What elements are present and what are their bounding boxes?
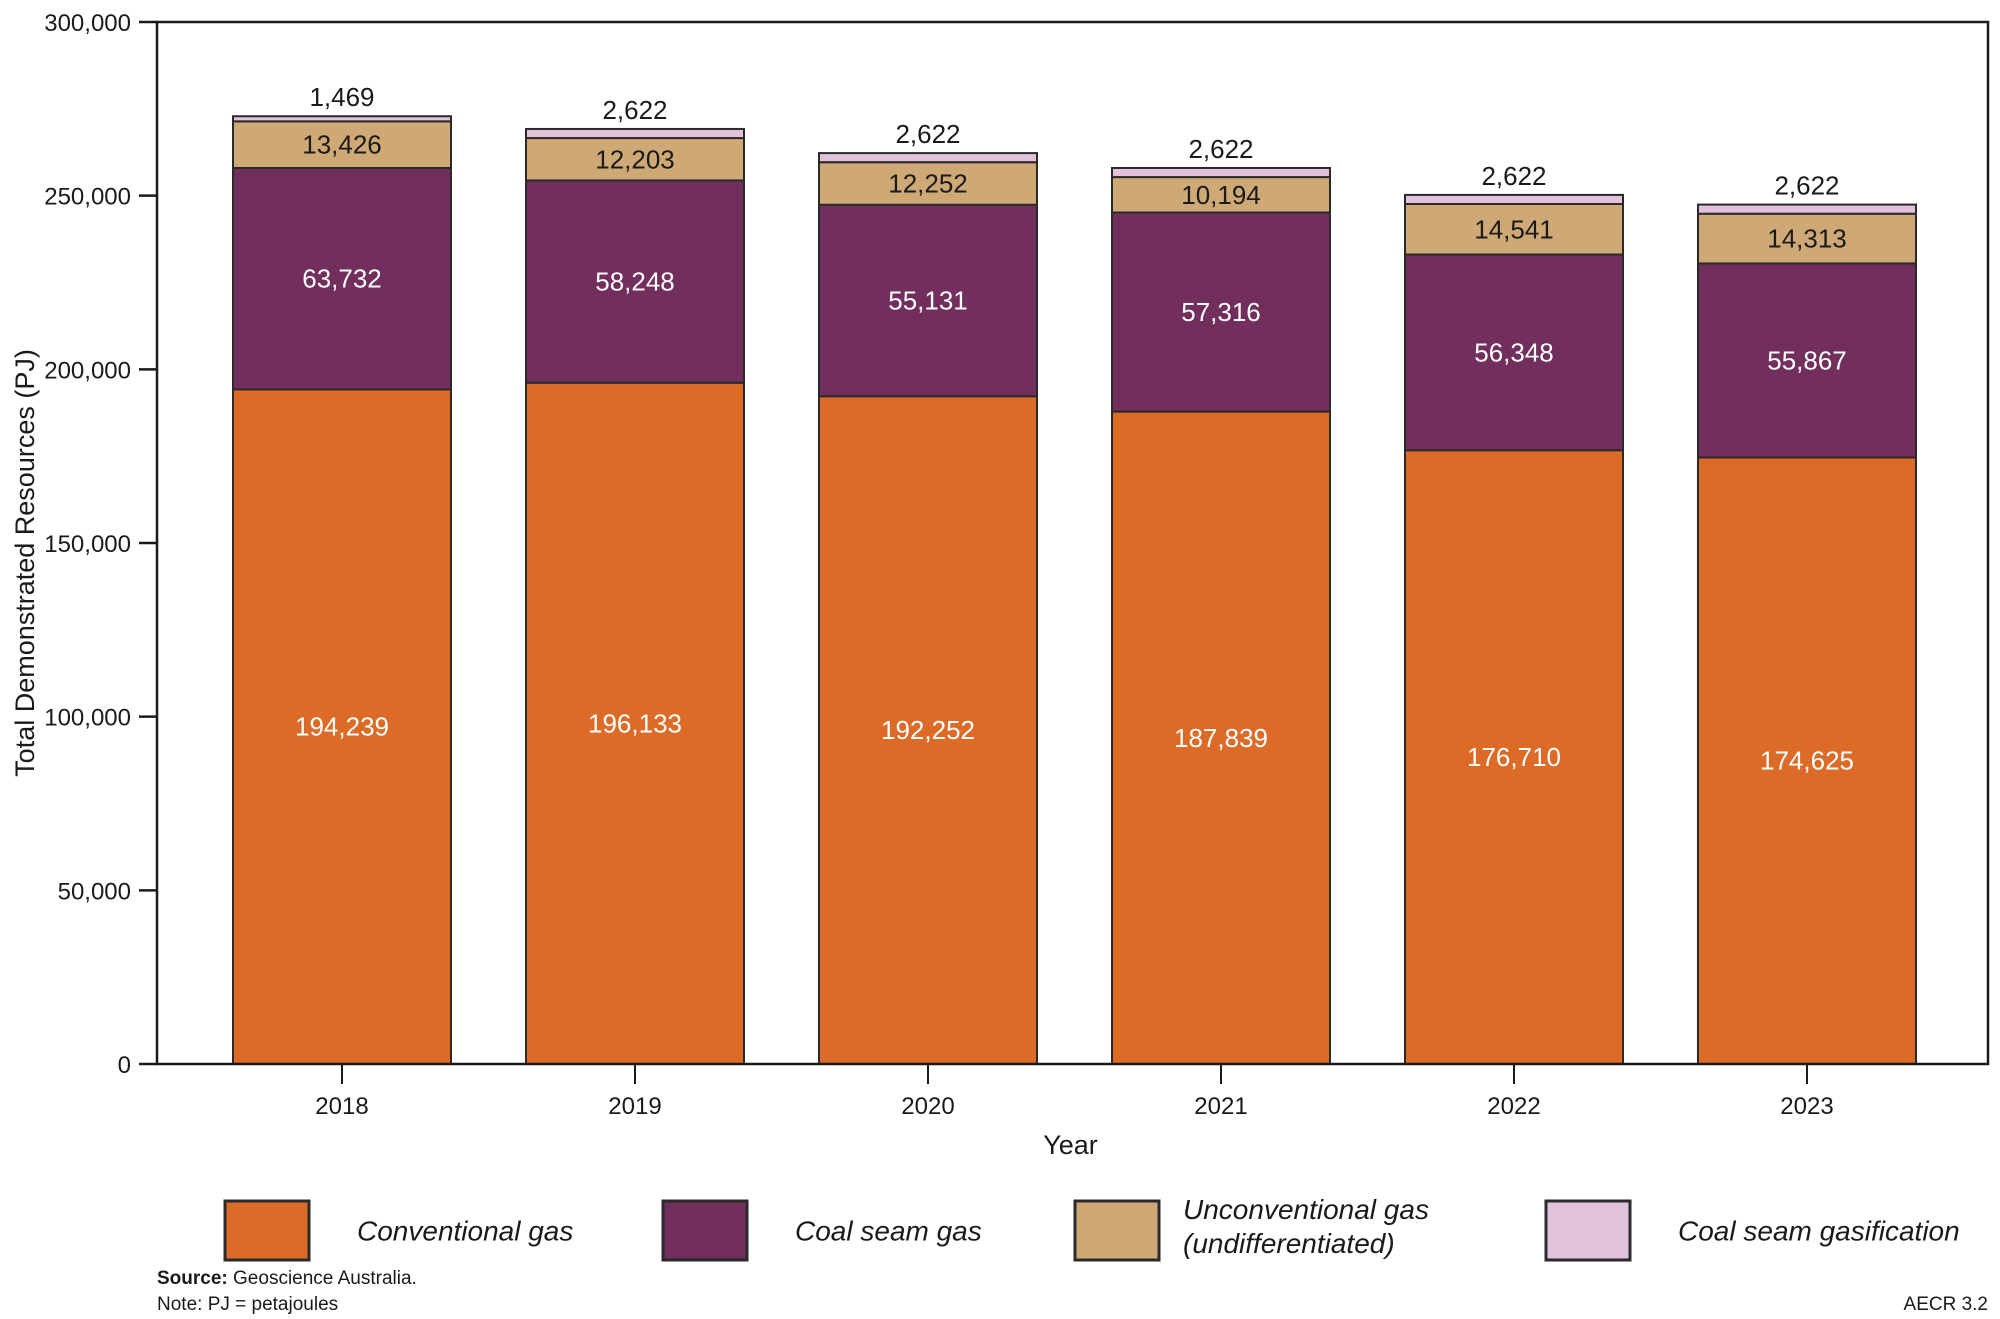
source-label: Source: xyxy=(157,1268,228,1289)
x-tick-label: 2019 xyxy=(608,1093,661,1120)
legend-label: Conventional gas xyxy=(357,1216,573,1247)
bar-segment xyxy=(525,381,745,1065)
data-label: 14,313 xyxy=(1767,224,1847,254)
x-axis-title: Year xyxy=(1043,1130,1098,1160)
bar-segment xyxy=(1404,449,1624,1065)
data-label: 58,248 xyxy=(595,267,675,297)
data-label: 2,622 xyxy=(895,119,960,149)
legend-label: Coal seam gas xyxy=(795,1216,982,1247)
source-note: Source: Geoscience Australia. xyxy=(157,1268,417,1290)
data-label: 12,203 xyxy=(595,144,675,174)
bar-stack-2022: 176,710 56,348 14,541 2,622 xyxy=(1404,161,1624,1065)
bar-segment xyxy=(1404,203,1624,256)
figure-id: AECR 3.2 xyxy=(1903,1294,1988,1315)
data-label: 174,625 xyxy=(1760,746,1854,776)
bar-stack-2018: 194,239 63,732 13,426 1,469 xyxy=(232,82,452,1065)
data-label: 2,622 xyxy=(602,95,667,125)
y-axis-title: Total Demonstrated Resources (PJ) xyxy=(10,349,40,777)
bar-segment xyxy=(1111,211,1331,413)
source-text: Geoscience Australia. xyxy=(227,1268,417,1289)
bar-segment xyxy=(818,203,1038,398)
units-note: Note: PJ = petajoules xyxy=(157,1294,339,1315)
legend-item: Coal seam gasification xyxy=(1544,1199,1960,1262)
bar-segment xyxy=(818,152,1038,164)
bar-stack-2021: 187,839 57,316 10,194 2,622 xyxy=(1111,134,1331,1066)
bar-segment xyxy=(232,115,452,123)
legend-item: Unconventional gas(undifferentiated) xyxy=(1073,1194,1429,1262)
y-tick-label: 0 xyxy=(118,1052,131,1079)
bar-segment xyxy=(1697,203,1917,215)
y-tick-label: 250,000 xyxy=(44,184,131,211)
data-label: 176,710 xyxy=(1467,742,1561,772)
y-tick-label: 150,000 xyxy=(44,531,131,558)
legend-label: (undifferentiated) xyxy=(1183,1228,1395,1259)
legend-item: Coal seam gas xyxy=(661,1199,982,1262)
x-tick-label: 2020 xyxy=(901,1093,954,1120)
bar-segment xyxy=(1697,456,1917,1065)
y-tick-label: 200,000 xyxy=(44,357,131,384)
bar-segment xyxy=(818,161,1038,206)
bar-stack-2019: 196,133 58,248 12,203 2,622 xyxy=(525,95,745,1065)
bar-segment xyxy=(1111,166,1331,179)
y-tick-label: 100,000 xyxy=(44,705,131,732)
x-tick-label: 2022 xyxy=(1487,1093,1540,1120)
data-label: 187,839 xyxy=(1174,723,1268,753)
bars-layer: 194,239 63,732 13,426 1,469 196,133 58,248 12,… xyxy=(232,82,1917,1066)
data-label: 2,622 xyxy=(1481,161,1546,191)
bar-stack-2023: 174,625 55,867 14,313 2,622 xyxy=(1697,171,1917,1065)
legend-swatch xyxy=(661,1199,749,1262)
bar-segment xyxy=(818,395,1038,1066)
data-label: 2,622 xyxy=(1774,171,1839,201)
data-label: 55,131 xyxy=(888,286,968,316)
data-label: 2,622 xyxy=(1188,134,1253,164)
y-tick-label: 300,000 xyxy=(44,10,131,37)
bar-segment xyxy=(1697,212,1917,265)
legend-label: Unconventional gas xyxy=(1183,1194,1429,1225)
bar-segment xyxy=(525,179,745,384)
data-label: 13,426 xyxy=(302,130,382,160)
data-label: 192,252 xyxy=(881,715,975,745)
legend-item: Conventional gas xyxy=(223,1199,573,1262)
bar-segment xyxy=(1697,262,1917,459)
bar-segment xyxy=(525,127,745,140)
axes-layer: 0 50,000 100,000 150,000 200,000 250,000 300,0… xyxy=(10,10,1990,1160)
bar-segment xyxy=(1404,193,1624,206)
x-tick-label: 2018 xyxy=(315,1093,368,1120)
data-label: 12,252 xyxy=(888,168,968,198)
bar-segment xyxy=(525,137,745,182)
legend-label: Coal seam gasification xyxy=(1678,1216,1960,1247)
data-label: 55,867 xyxy=(1767,345,1847,375)
bar-segment xyxy=(1111,410,1331,1066)
bar-segment xyxy=(1111,176,1331,214)
y-tick-label: 50,000 xyxy=(58,878,131,905)
data-label: 194,239 xyxy=(295,712,389,742)
legend-swatch xyxy=(223,1199,311,1262)
data-label: 1,469 xyxy=(309,82,374,112)
data-label: 10,194 xyxy=(1181,180,1261,210)
data-label: 14,541 xyxy=(1474,214,1554,244)
bar-segment xyxy=(232,166,452,391)
data-label: 56,348 xyxy=(1474,337,1554,367)
bar-stack-2020: 192,252 55,131 12,252 2,622 xyxy=(818,119,1038,1066)
data-label: 196,133 xyxy=(588,708,682,738)
legend: Conventional gas Coal seam gas Unconventio… xyxy=(223,1194,1960,1262)
legend-swatch xyxy=(1073,1199,1161,1262)
data-label: 57,316 xyxy=(1181,297,1261,327)
x-tick-label: 2023 xyxy=(1780,1093,1833,1120)
data-label: 63,732 xyxy=(302,264,382,294)
bar-segment xyxy=(232,388,452,1065)
legend-swatch xyxy=(1544,1199,1632,1262)
x-tick-label: 2021 xyxy=(1194,1093,1247,1120)
